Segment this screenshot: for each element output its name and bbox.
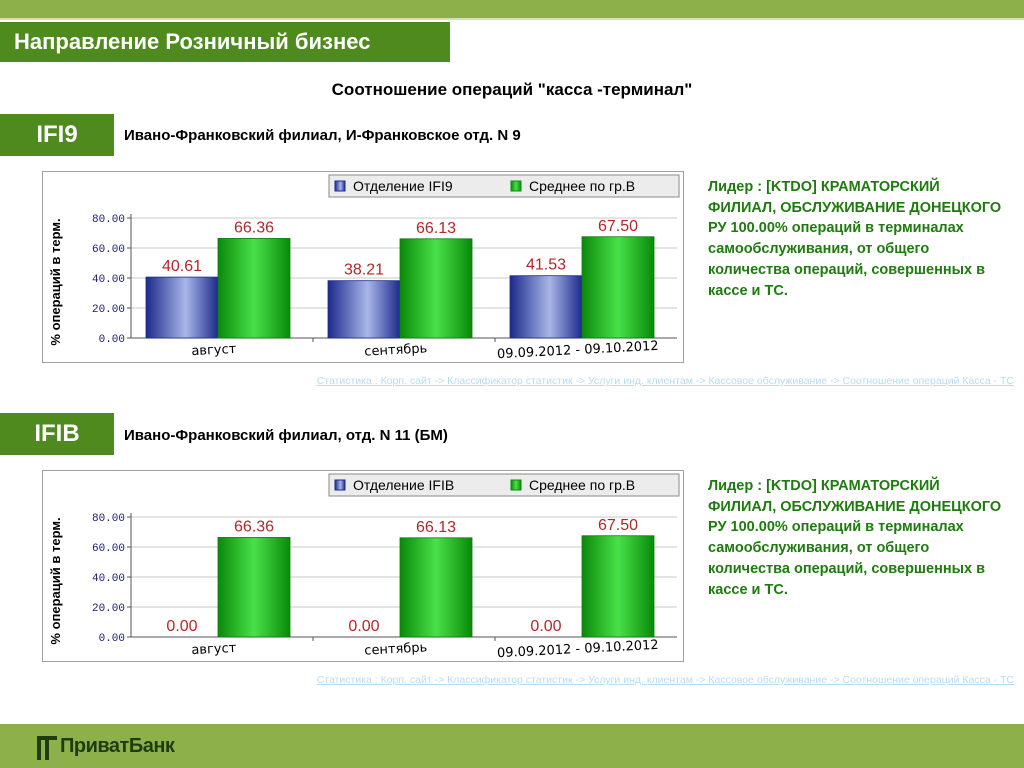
data-label-series-1: 0.00	[166, 618, 197, 635]
branch-code: IFIB	[34, 420, 80, 447]
data-label-series-1: 0.00	[348, 618, 379, 635]
direction-banner: Направление Розничный бизнес	[0, 22, 450, 62]
statistics-link[interactable]: Статистика : Корп. сайт -> Классификатор…	[316, 674, 1014, 686]
bar-series-2	[399, 537, 473, 638]
x-category-label: август	[191, 641, 237, 658]
chart-legend	[328, 473, 680, 497]
x-category-label: 09.09.2012 - 09.10.2012	[497, 638, 659, 661]
x-category-label: сентябрь	[364, 341, 428, 359]
data-label-series-1: 38.21	[344, 262, 384, 279]
data-label-series-2: 66.13	[416, 220, 456, 237]
legend-swatch-series-2	[510, 479, 522, 491]
bar-chart-panel: Отделение IFI9 Среднее по гр.В % операций …	[42, 171, 684, 363]
y-tick-label: 60.00	[92, 244, 125, 256]
y-tick-label: 0.00	[99, 334, 125, 346]
y-tick-label: 80.00	[92, 513, 125, 525]
logo-text: ПриватБанк	[60, 735, 175, 757]
y-axis-label: % операций в терм.	[48, 517, 63, 644]
y-tick-label: 40.00	[92, 573, 125, 585]
bar-series-2	[399, 238, 473, 339]
data-label-series-2: 67.50	[598, 517, 638, 534]
bar-series-2	[217, 238, 291, 339]
page-title: Соотношение операций "касса -терминал"	[331, 80, 693, 99]
y-tick-label: 20.00	[92, 304, 125, 316]
branch-title: Ивано-Франковский филиал, И-Франковское …	[124, 127, 521, 144]
privatbank-logo: ПриватБанк	[36, 733, 206, 763]
y-tick-label: 40.00	[92, 274, 125, 286]
bar-series-2	[581, 535, 655, 638]
legend-label-series-2: Среднее по гр.В	[529, 178, 635, 194]
branch-code-badge: IFIB	[0, 413, 114, 455]
bar-series-1	[327, 280, 401, 339]
y-tick-label: 20.00	[92, 603, 125, 615]
branch-title: Ивано-Франковский филиал, отд. N 11 (БМ)	[124, 427, 448, 444]
y-axis-label: % операций в терм.	[48, 218, 63, 345]
legend-swatch-series-1	[334, 180, 346, 192]
bottom-decor-bar	[0, 724, 1024, 768]
bar-series-1	[509, 275, 583, 339]
bar-series-2	[581, 236, 655, 339]
legend-swatch-series-1	[334, 479, 346, 491]
data-label-series-1: 41.53	[526, 257, 566, 274]
top-decor-bar	[0, 0, 1024, 18]
x-category-label: 09.09.2012 - 09.10.2012	[497, 339, 659, 362]
y-tick-label: 60.00	[92, 543, 125, 555]
y-tick-label: 80.00	[92, 214, 125, 226]
legend-label-series-1: Отделение IFIB	[353, 477, 454, 493]
x-category-label: август	[191, 342, 237, 359]
privatbank-logo-icon	[37, 736, 57, 760]
bar-series-1	[145, 276, 219, 339]
branch-code-badge: IFI9	[0, 114, 114, 156]
data-label-series-1: 40.61	[162, 258, 202, 275]
data-label-series-1: 0.00	[530, 618, 561, 635]
legend-label-series-1: Отделение IFI9	[353, 178, 453, 194]
statistics-link[interactable]: Статистика : Корп. сайт -> Классификатор…	[316, 375, 1014, 387]
legend-swatch-series-2	[510, 180, 522, 192]
top-decor-line	[0, 18, 1024, 20]
bar-series-2	[217, 537, 291, 638]
data-label-series-2: 66.36	[234, 219, 274, 236]
branch-code: IFI9	[36, 121, 78, 148]
y-tick-label: 0.00	[99, 633, 125, 645]
data-label-series-2: 66.36	[234, 518, 274, 535]
chart-legend	[328, 174, 680, 198]
data-label-series-2: 66.13	[416, 519, 456, 536]
legend-label-series-2: Среднее по гр.В	[529, 477, 635, 493]
bar-chart: Отделение IFIB Среднее по гр.В % операций …	[48, 473, 680, 661]
leader-text: Лидер : [KTDO] КРАМАТОРСКИЙ ФИЛИАЛ, ОБСЛ…	[708, 478, 1002, 598]
direction-title: Направление Розничный бизнес	[14, 29, 371, 54]
bar-chart-panel: Отделение IFIB Среднее по гр.В % операций …	[42, 470, 684, 662]
x-category-label: сентябрь	[364, 640, 428, 658]
data-label-series-2: 67.50	[598, 218, 638, 235]
leader-text: Лидер : [KTDO] КРАМАТОРСКИЙ ФИЛИАЛ, ОБСЛ…	[708, 179, 1002, 299]
bar-chart: Отделение IFI9 Среднее по гр.В % операций …	[48, 174, 680, 362]
